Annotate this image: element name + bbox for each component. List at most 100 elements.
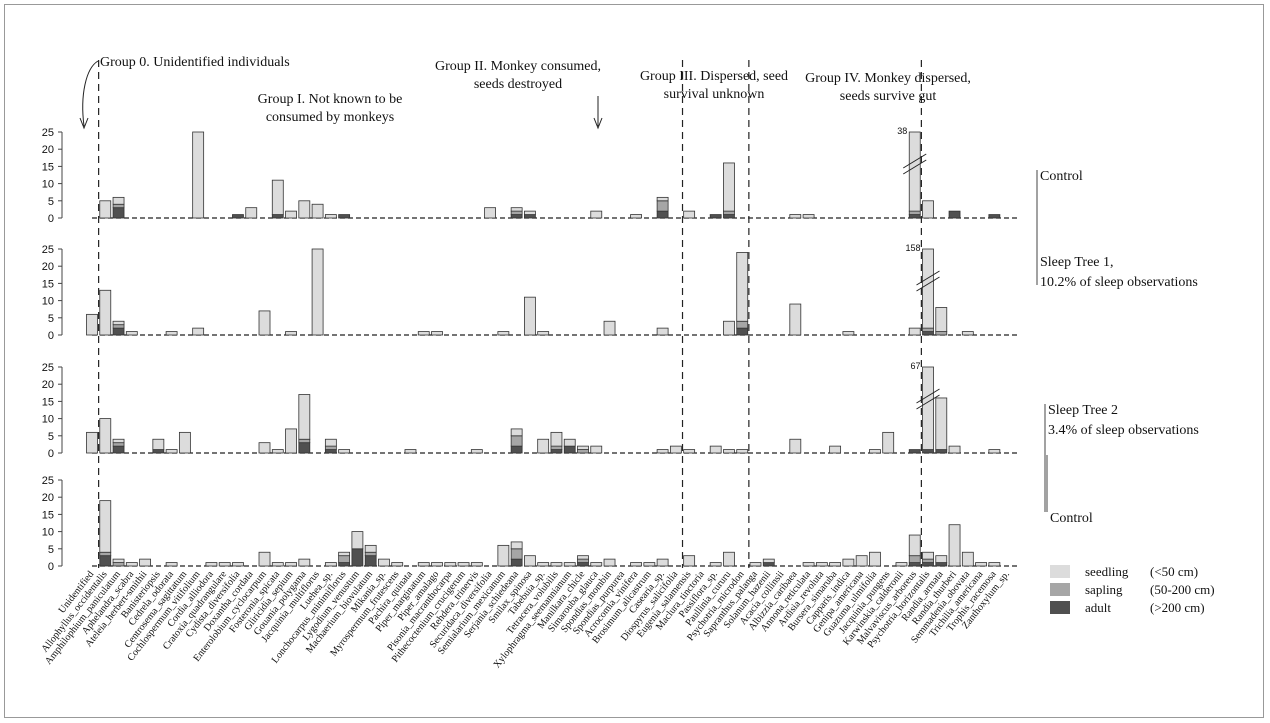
bar-seedling: [510, 207, 523, 212]
bar-seedling: [537, 331, 550, 336]
bar-seedling: [338, 551, 351, 557]
bar-seedling: [709, 562, 722, 567]
bar-seedling: [935, 307, 948, 332]
legend-label: adult: [1085, 600, 1111, 615]
bar-seedling: [298, 558, 311, 567]
y-tick-label: 5: [48, 196, 54, 208]
bar-adult: [351, 548, 364, 567]
bar-seedling: [563, 438, 576, 447]
bar-seedling: [165, 562, 178, 567]
bar-seedling: [125, 562, 138, 567]
bar-adult: [338, 562, 351, 567]
bar-seedling: [908, 327, 921, 336]
y-tick-label: 10: [42, 296, 54, 308]
bar-seedling: [815, 562, 828, 567]
bar-adult: [577, 562, 589, 567]
bar-seedling: [99, 500, 112, 553]
bar-seedling: [762, 558, 775, 563]
bar-sapling: [922, 558, 934, 563]
bar-sapling: [510, 210, 523, 215]
y-tick-label: 25: [42, 244, 54, 256]
bar-seedling: [139, 558, 151, 567]
bar-seedling: [789, 214, 802, 219]
bar-seedling: [922, 200, 934, 219]
bar-seedling: [736, 252, 749, 322]
group-title-3: survival unknown: [664, 87, 765, 102]
legend-range: (50-200 cm): [1150, 582, 1215, 597]
bar-adult: [922, 562, 934, 567]
bar-seedling: [417, 331, 430, 336]
bar-seedling: [975, 562, 987, 567]
bar-seedling: [802, 562, 815, 567]
bar-seedling: [457, 562, 470, 567]
bar-sapling: [577, 449, 589, 454]
bar-seedling: [404, 449, 417, 454]
y-tick-label: 10: [42, 527, 54, 539]
group-title-2: Group II. Monkey consumed,: [435, 59, 601, 74]
bar-sapling: [112, 324, 125, 329]
bar-seedling: [324, 438, 337, 447]
bar-seedling: [165, 331, 178, 336]
bar-seedling: [961, 331, 974, 336]
bar-sapling: [338, 555, 351, 563]
bar-adult: [935, 562, 948, 567]
axis-break-mark: [916, 388, 940, 404]
bar-seedling: [311, 203, 324, 219]
bar-seedling: [922, 366, 934, 450]
bar-adult: [324, 449, 337, 454]
bar-seedling: [152, 438, 165, 450]
legend-range: (>200 cm): [1150, 600, 1205, 615]
bar-sapling: [364, 551, 377, 557]
bar-seedling: [510, 428, 523, 437]
y-tick-label: 10: [42, 179, 54, 191]
bar-seedling: [431, 331, 443, 336]
bar-seedling: [948, 445, 961, 454]
bar-seedling: [232, 562, 244, 567]
bar-adult: [112, 445, 125, 454]
bar-seedling: [112, 320, 125, 326]
bar-seedling: [86, 431, 98, 454]
bar-seedling: [364, 544, 377, 553]
bar-seedling: [218, 562, 231, 567]
bar-seedling: [444, 562, 457, 567]
y-tick-label: 5: [48, 544, 54, 556]
panel-4: 0 5 10 15 20 25: [42, 475, 1020, 573]
bar-seedling: [882, 431, 895, 454]
bar-seedling: [245, 207, 258, 219]
bar-seedling: [271, 562, 284, 567]
bar-seedling: [603, 558, 616, 567]
bar-seedling: [351, 531, 364, 550]
bar-seedling: [258, 442, 271, 454]
bar-seedling: [590, 562, 603, 567]
bar-adult: [709, 214, 722, 219]
bar-seedling: [205, 562, 218, 567]
bar-seedling: [271, 449, 284, 454]
bar-seedling: [524, 296, 536, 336]
bar-seedling: [537, 438, 550, 454]
bar-seedling: [709, 445, 722, 454]
group-title-4: seeds survive gut: [840, 89, 937, 104]
group-0-arrow: [82, 60, 99, 127]
bar-seedling: [869, 449, 881, 454]
axis-break-mark: [902, 153, 927, 169]
bar-adult: [524, 214, 536, 219]
bar-sapling: [324, 445, 337, 450]
y-tick-label: 20: [42, 379, 54, 391]
bar-seedling: [736, 449, 749, 454]
bar-seedling: [723, 551, 735, 567]
y-tick-label: 20: [42, 144, 54, 156]
bar-adult: [762, 562, 775, 567]
y-tick-label: 10: [42, 414, 54, 426]
bar-adult: [298, 442, 311, 454]
bar-seedling: [298, 200, 311, 219]
group-title-3: Group III. Dispersed, seed: [640, 69, 788, 84]
bar-seedling: [723, 162, 735, 212]
bar-adult: [723, 214, 735, 219]
bar-seedling: [99, 200, 112, 219]
panel-2: 0 5 10 15 20 25 158: [42, 243, 1020, 342]
bar-adult: [550, 449, 563, 454]
bar-sapling: [550, 445, 563, 450]
bar-sapling: [112, 562, 125, 567]
axis-break-mark: [916, 276, 940, 292]
